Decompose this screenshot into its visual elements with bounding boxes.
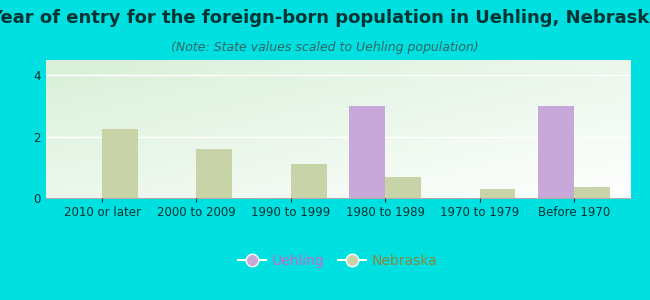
Bar: [480, 189, 515, 198]
Bar: [574, 187, 610, 198]
Text: (Note: State values scaled to Uehling population): (Note: State values scaled to Uehling po…: [171, 40, 479, 53]
Text: Year of entry for the foreign-born population in Uehling, Nebraska: Year of entry for the foreign-born popul…: [0, 9, 650, 27]
Bar: [385, 176, 421, 198]
Bar: [291, 164, 327, 198]
Legend: Uehling, Nebraska: Uehling, Nebraska: [233, 249, 443, 274]
Bar: [196, 149, 232, 198]
Bar: [102, 129, 138, 198]
Bar: [538, 106, 574, 198]
Bar: [349, 106, 385, 198]
